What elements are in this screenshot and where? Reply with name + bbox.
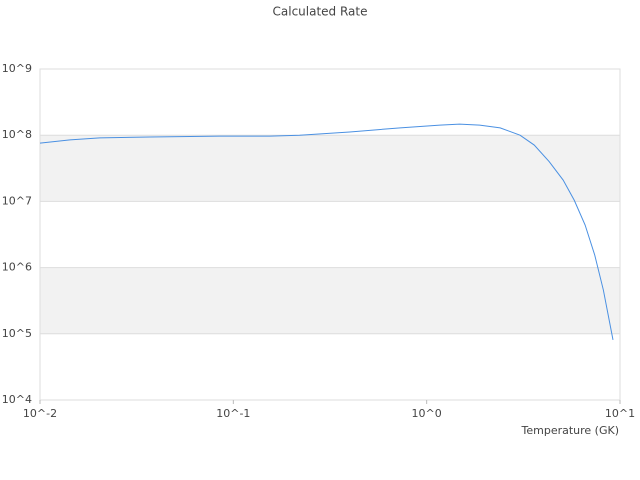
chart-title: Calculated Rate xyxy=(273,5,368,19)
y-tick-label: 10^9 xyxy=(2,62,32,75)
grid-band xyxy=(40,267,620,334)
y-tick-label: 10^5 xyxy=(2,327,32,340)
y-tick-label: 10^8 xyxy=(2,128,32,141)
y-tick-label: 10^7 xyxy=(2,194,32,207)
x-axis-label: Temperature (GK) xyxy=(521,424,620,437)
y-tick-label: 10^4 xyxy=(2,393,32,406)
grid-band xyxy=(40,135,620,202)
data-line xyxy=(39,123,614,340)
x-tick-label: 10^-2 xyxy=(23,407,57,420)
x-tick-label: 10^0 xyxy=(412,407,442,420)
plot-frame xyxy=(39,68,621,401)
y-tick-label: 10^6 xyxy=(2,261,32,274)
x-tick-label: 10^1 xyxy=(605,407,635,420)
x-tick-label: 10^-1 xyxy=(216,407,250,420)
